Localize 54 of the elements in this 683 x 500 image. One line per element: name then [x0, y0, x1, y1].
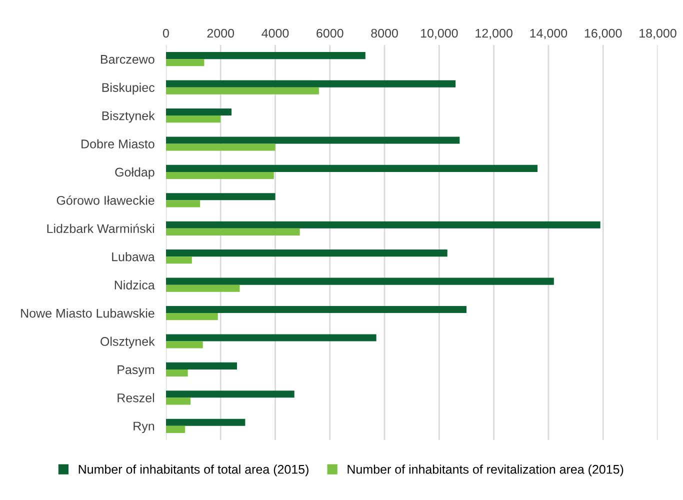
bar: [166, 108, 232, 116]
y-tick-label: Pasym: [118, 365, 154, 377]
bar: [166, 369, 188, 377]
x-tick-label: 2000: [207, 28, 234, 38]
bar: [166, 362, 237, 370]
y-tick-label: Nowe Miasto Lubawskie: [21, 308, 154, 318]
y-tick-label: Lidzbark Warmiński: [47, 224, 154, 234]
bar: [166, 278, 554, 285]
bar: [166, 390, 294, 398]
bar: [166, 59, 204, 66]
bar: [166, 80, 456, 88]
bar: [166, 228, 300, 236]
legend-label: Number of inhabitants of total area (2015): [78, 464, 308, 476]
y-tick-label: Gołdap: [115, 167, 154, 180]
bar: [166, 426, 186, 433]
y-tick-label: Dobre Miasto: [82, 139, 154, 148]
bar: [166, 250, 448, 257]
y-tick-label: Barczewo: [101, 55, 154, 64]
bar: [166, 313, 218, 320]
y-tick-label: Górowo Iławeckie: [56, 196, 154, 205]
x-tick-label: 0: [162, 28, 169, 38]
y-tick-label: Nidzica: [114, 280, 155, 290]
bar: [166, 306, 466, 314]
x-tick-label: 4000: [262, 28, 289, 38]
bar: [166, 116, 221, 123]
x-tick-label: 6000: [316, 28, 344, 38]
y-tick-label: Ryn: [134, 422, 154, 434]
x-tick-label: 12,000: [476, 28, 512, 40]
x-tick-label: 18,000: [640, 28, 676, 40]
bar: [166, 172, 274, 180]
bar: [166, 221, 600, 228]
bar: [166, 398, 191, 405]
y-tick-label: Biskupiec: [102, 82, 155, 94]
y-tick-label: Lubawa: [112, 252, 155, 262]
bar: [166, 284, 240, 292]
bar: [166, 52, 366, 60]
y-tick-label: Olsztynek: [100, 336, 155, 348]
x-tick-label: 14,000: [530, 28, 568, 40]
y-tick-label: Bisztynek: [102, 111, 155, 123]
bar: [166, 87, 319, 94]
bar: [166, 136, 460, 144]
bar: [166, 193, 276, 200]
bar: [166, 164, 538, 172]
y-tick-label: Reszel: [118, 393, 154, 402]
x-tick-label: 10,000: [421, 28, 458, 40]
x-tick-label: 16,000: [584, 28, 622, 40]
bar: [166, 418, 246, 426]
bar: [166, 200, 200, 208]
bar: [166, 334, 376, 342]
bar: [166, 256, 192, 264]
bar: [166, 144, 276, 151]
x-tick-label: 8000: [371, 28, 398, 38]
legend-label: Number of inhabitants of revitalization area (2015): [348, 464, 624, 476]
bar: [166, 341, 203, 348]
